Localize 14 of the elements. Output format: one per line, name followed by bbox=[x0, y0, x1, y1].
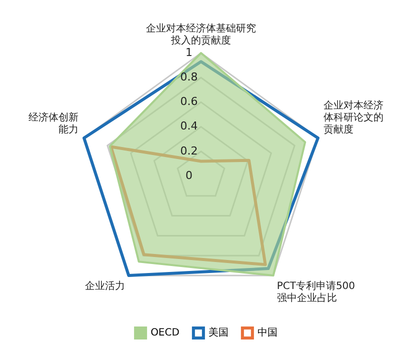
spoke-label: 企业对本经济体基础研究投入的贡献度 bbox=[146, 22, 256, 47]
y-tick-label: 0.2 bbox=[180, 144, 198, 158]
legend-label: OECD bbox=[150, 328, 180, 339]
y-tick-label: 1 bbox=[186, 46, 192, 59]
y-tick-label: 0 bbox=[186, 168, 192, 182]
y-tick-label: 0.4 bbox=[180, 120, 198, 133]
legend-label: 美国 bbox=[208, 326, 228, 339]
y-tick-label: 0.8 bbox=[180, 70, 198, 84]
spoke-label: 企业对本经济体科研论文的贡献度 bbox=[324, 100, 384, 136]
legend-label: 中国 bbox=[257, 326, 278, 339]
spoke-label: PCT专利申请500强中企业占比 bbox=[276, 280, 356, 304]
y-tick-label: 0.6 bbox=[180, 95, 198, 108]
spoke-label: 经济体创新能力 bbox=[28, 112, 78, 136]
spoke-label: 企业活力 bbox=[85, 280, 126, 292]
